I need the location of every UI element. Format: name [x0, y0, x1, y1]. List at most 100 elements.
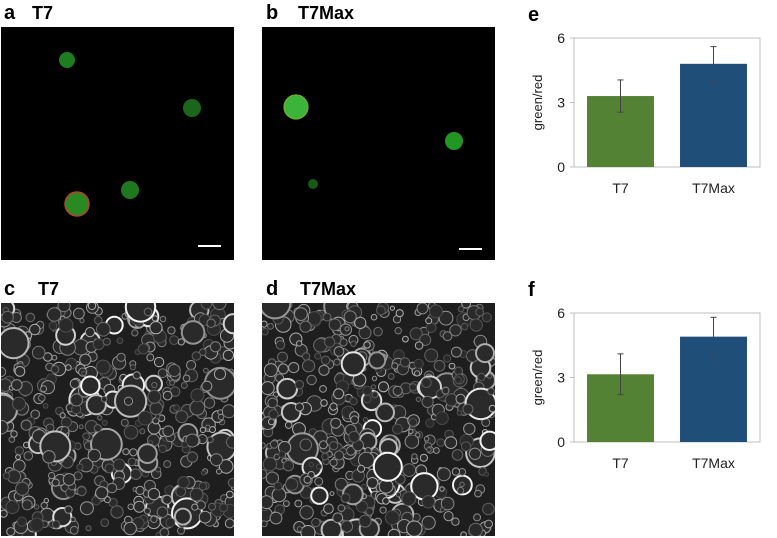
- droplet: [426, 447, 432, 453]
- droplet: [25, 312, 36, 323]
- droplet: [191, 351, 202, 361]
- droplet: [344, 326, 350, 332]
- droplet: [320, 399, 328, 407]
- droplet: [306, 374, 317, 386]
- droplet: [300, 525, 316, 536]
- droplet: [217, 409, 224, 416]
- droplet: [189, 487, 204, 502]
- droplet: [469, 318, 483, 332]
- droplet: [182, 374, 191, 383]
- droplet: [78, 424, 84, 430]
- droplet: [320, 355, 331, 365]
- droplet: [273, 481, 283, 491]
- droplet: [122, 448, 130, 456]
- droplet: [133, 500, 146, 513]
- y-tick-label: 3: [557, 95, 565, 111]
- droplet: [349, 397, 358, 406]
- droplet: [460, 322, 469, 331]
- droplet: [2, 472, 11, 480]
- droplet: [57, 303, 71, 313]
- droplet: [147, 487, 161, 501]
- droplet: [262, 457, 278, 472]
- droplet: [436, 467, 451, 482]
- droplet: [38, 394, 46, 402]
- droplet: [60, 416, 73, 428]
- droplet: [262, 468, 268, 480]
- droplet: [474, 489, 482, 498]
- droplet: [85, 525, 92, 532]
- droplet: [190, 388, 205, 403]
- droplet: [278, 450, 286, 458]
- panel-letter-d: d: [266, 278, 279, 300]
- droplet: [265, 471, 279, 485]
- droplet: [358, 514, 372, 528]
- droplet: [132, 371, 141, 380]
- droplet: [315, 463, 322, 470]
- droplet: [158, 444, 167, 454]
- y-tick-label: 6: [557, 305, 565, 321]
- droplet: [175, 410, 189, 424]
- droplet: [389, 305, 395, 311]
- droplet: [11, 379, 23, 391]
- droplet: [438, 310, 454, 326]
- droplet: [343, 310, 357, 324]
- droplet: [116, 337, 124, 344]
- droplet: [163, 460, 172, 469]
- droplet: [296, 340, 303, 347]
- droplet: [411, 453, 418, 460]
- droplet: [484, 519, 494, 529]
- droplet: [162, 390, 173, 401]
- droplet: [177, 476, 190, 489]
- droplet: [318, 364, 330, 376]
- droplet: [262, 320, 268, 328]
- droplet: [200, 303, 213, 310]
- droplet: [425, 418, 435, 428]
- droplet: [127, 457, 137, 467]
- droplet: [333, 346, 345, 357]
- droplet: [373, 326, 383, 337]
- droplet: [31, 345, 46, 360]
- droplet: [429, 304, 443, 319]
- droplet: [123, 396, 134, 406]
- droplet: [201, 380, 213, 392]
- droplet: [23, 451, 34, 461]
- droplet: [199, 426, 207, 434]
- droplet: [100, 518, 110, 528]
- droplet: [402, 335, 409, 343]
- droplet: [361, 483, 367, 490]
- y-axis-label: green/red: [530, 350, 545, 406]
- droplet: [451, 517, 460, 526]
- droplet: [340, 493, 351, 503]
- droplet: [378, 381, 389, 393]
- droplet: [58, 317, 74, 333]
- droplet: [424, 348, 439, 363]
- droplet: [481, 312, 492, 323]
- droplet: [143, 507, 151, 515]
- droplet: [95, 486, 109, 500]
- droplet: [329, 402, 338, 411]
- droplet: [102, 337, 111, 346]
- droplet: [21, 499, 33, 511]
- droplet: [443, 511, 454, 522]
- droplet: [262, 495, 274, 510]
- x-tick-label: T7: [612, 455, 629, 471]
- droplet: [357, 464, 366, 473]
- droplet: [92, 338, 105, 351]
- droplet: [1, 327, 30, 360]
- droplet: [329, 441, 339, 451]
- droplet: [263, 363, 278, 378]
- droplet: [387, 372, 395, 380]
- droplet: [218, 459, 234, 474]
- droplet: [445, 132, 463, 150]
- droplet: [59, 412, 66, 419]
- droplet: [51, 520, 61, 529]
- droplet: [451, 467, 461, 476]
- droplet: [30, 409, 41, 420]
- droplet: [116, 352, 126, 362]
- droplet: [329, 491, 335, 497]
- droplet: [468, 447, 482, 461]
- droplet: [433, 447, 440, 454]
- micrograph-c: [1, 303, 234, 536]
- droplet: [40, 385, 48, 393]
- panel-letter-c: c: [4, 278, 16, 300]
